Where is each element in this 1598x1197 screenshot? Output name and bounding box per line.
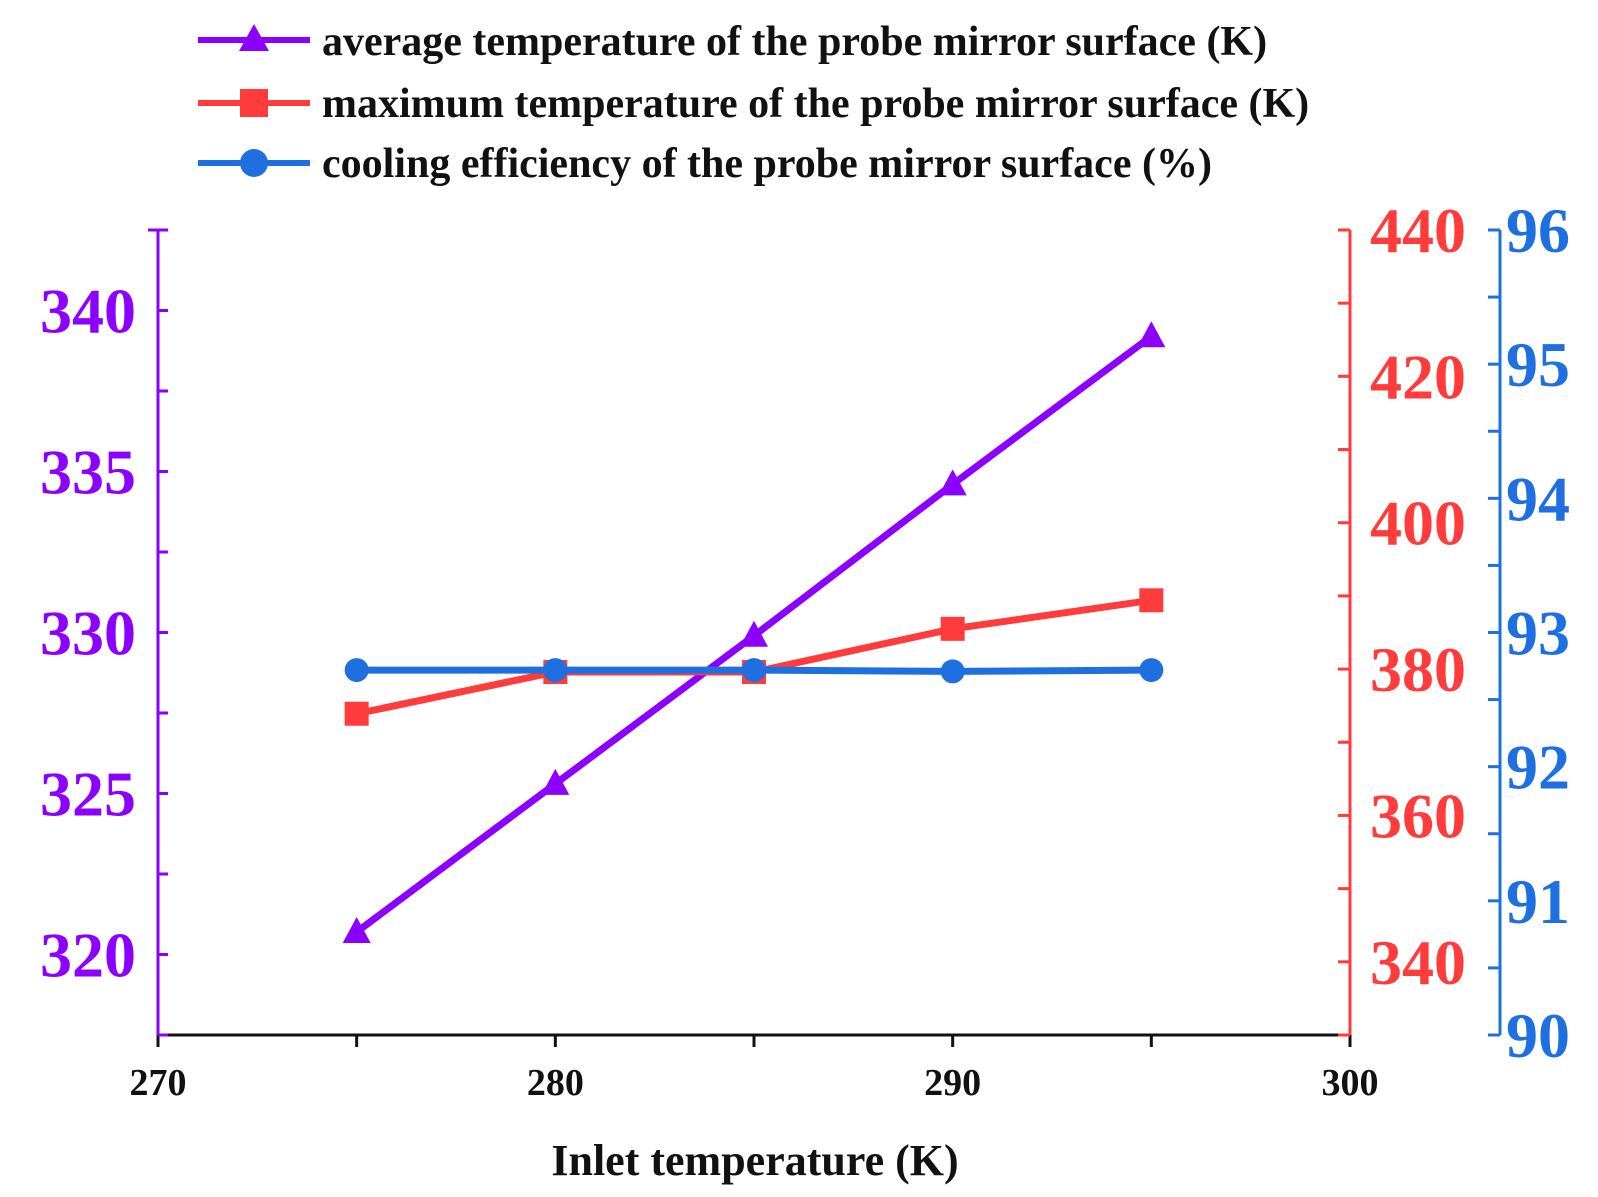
legend-entry-max: maximum temperature of the probe mirror …	[198, 81, 1309, 127]
y-right-inner-tick-label: 360	[1370, 780, 1466, 851]
y-right-outer-tick-label: 94	[1506, 463, 1570, 534]
y-right-outer-tick-label: 90	[1506, 1000, 1570, 1071]
series-point-1	[344, 701, 369, 726]
y-right-outer-tick-label: 93	[1506, 598, 1570, 669]
series-point-2	[940, 659, 965, 684]
legend-label-eff: cooling efficiency of the probe mirror s…	[322, 141, 1212, 187]
y-left-tick-label: 340	[40, 276, 136, 347]
series-point-0	[342, 916, 371, 943]
y-right-inner-tick-label: 420	[1370, 341, 1466, 412]
legend-marker-eff	[240, 149, 268, 177]
series-point-2	[543, 658, 568, 683]
series-point-0	[541, 768, 570, 795]
y-right-outer-tick-label: 96	[1506, 195, 1570, 266]
series-point-1	[1139, 588, 1164, 613]
legend-label-max: maximum temperature of the probe mirror …	[322, 81, 1309, 127]
legend-marker-max	[240, 89, 268, 117]
x-tick-label: 270	[130, 1062, 187, 1104]
series-point-2	[1139, 658, 1164, 683]
y-right-outer-tick-label: 91	[1506, 866, 1570, 937]
x-tick-label: 300	[1322, 1062, 1379, 1104]
y-left-tick-label: 330	[40, 598, 136, 669]
series-point-0	[938, 469, 967, 496]
series-point-1	[940, 616, 965, 641]
x-tick-label: 290	[924, 1062, 981, 1104]
legend-label-avg: average temperature of the probe mirror …	[322, 19, 1267, 65]
y-right-inner-tick-label: 400	[1370, 488, 1466, 559]
series-layer	[342, 321, 1166, 943]
y-right-inner-tick-label: 440	[1370, 195, 1466, 266]
series-point-2	[344, 658, 369, 683]
legend-marker-avg	[239, 24, 269, 51]
y-right-inner-tick-label: 380	[1370, 634, 1466, 705]
series-point-2	[742, 658, 766, 683]
legend: average temperature of the probe mirror …	[198, 19, 1309, 187]
y-left-tick-label: 335	[40, 437, 136, 508]
x-axis-title: Inlet temperature (K)	[551, 1136, 958, 1185]
y-left-tick-label: 320	[40, 920, 136, 991]
y-left-tick-label: 325	[40, 759, 136, 830]
axes-layer: 270 280 290 300 320 325 330 335 340 340 360 380 400 4…	[40, 195, 1570, 1104]
y-right-inner-tick-label: 340	[1370, 927, 1466, 998]
series-line-1	[355, 596, 1152, 718]
series-point-0	[1137, 321, 1166, 348]
y-right-outer-tick-label: 92	[1506, 732, 1570, 803]
legend-entry-eff: cooling efficiency of the probe mirror s…	[198, 141, 1212, 187]
series-point-0	[740, 620, 768, 647]
legend-entry-avg: average temperature of the probe mirror …	[198, 19, 1267, 65]
x-tick-label: 280	[527, 1062, 584, 1104]
y-right-outer-tick-label: 95	[1506, 329, 1570, 400]
